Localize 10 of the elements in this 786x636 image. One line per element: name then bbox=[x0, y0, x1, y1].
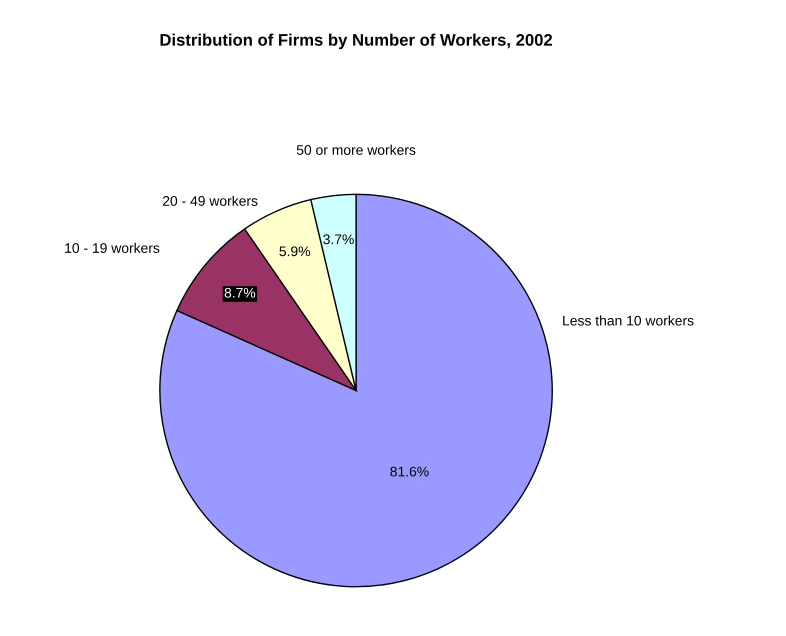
slice-label: Less than 10 workers bbox=[563, 315, 694, 326]
data-label: 5.9% bbox=[279, 246, 310, 256]
pie-slice bbox=[159, 194, 553, 588]
data-label: 81.6% bbox=[390, 466, 429, 477]
slice-label: 50 or more workers bbox=[296, 144, 416, 155]
data-label: 8.7% bbox=[224, 288, 256, 298]
chart-title: Distribution of Firms by Number of Workers, 2002 bbox=[160, 34, 552, 50]
data-label: 3.7% bbox=[323, 234, 354, 244]
slice-label: 20 - 49 workers bbox=[162, 196, 258, 206]
slice-label: 10 - 19 workers bbox=[65, 242, 160, 253]
